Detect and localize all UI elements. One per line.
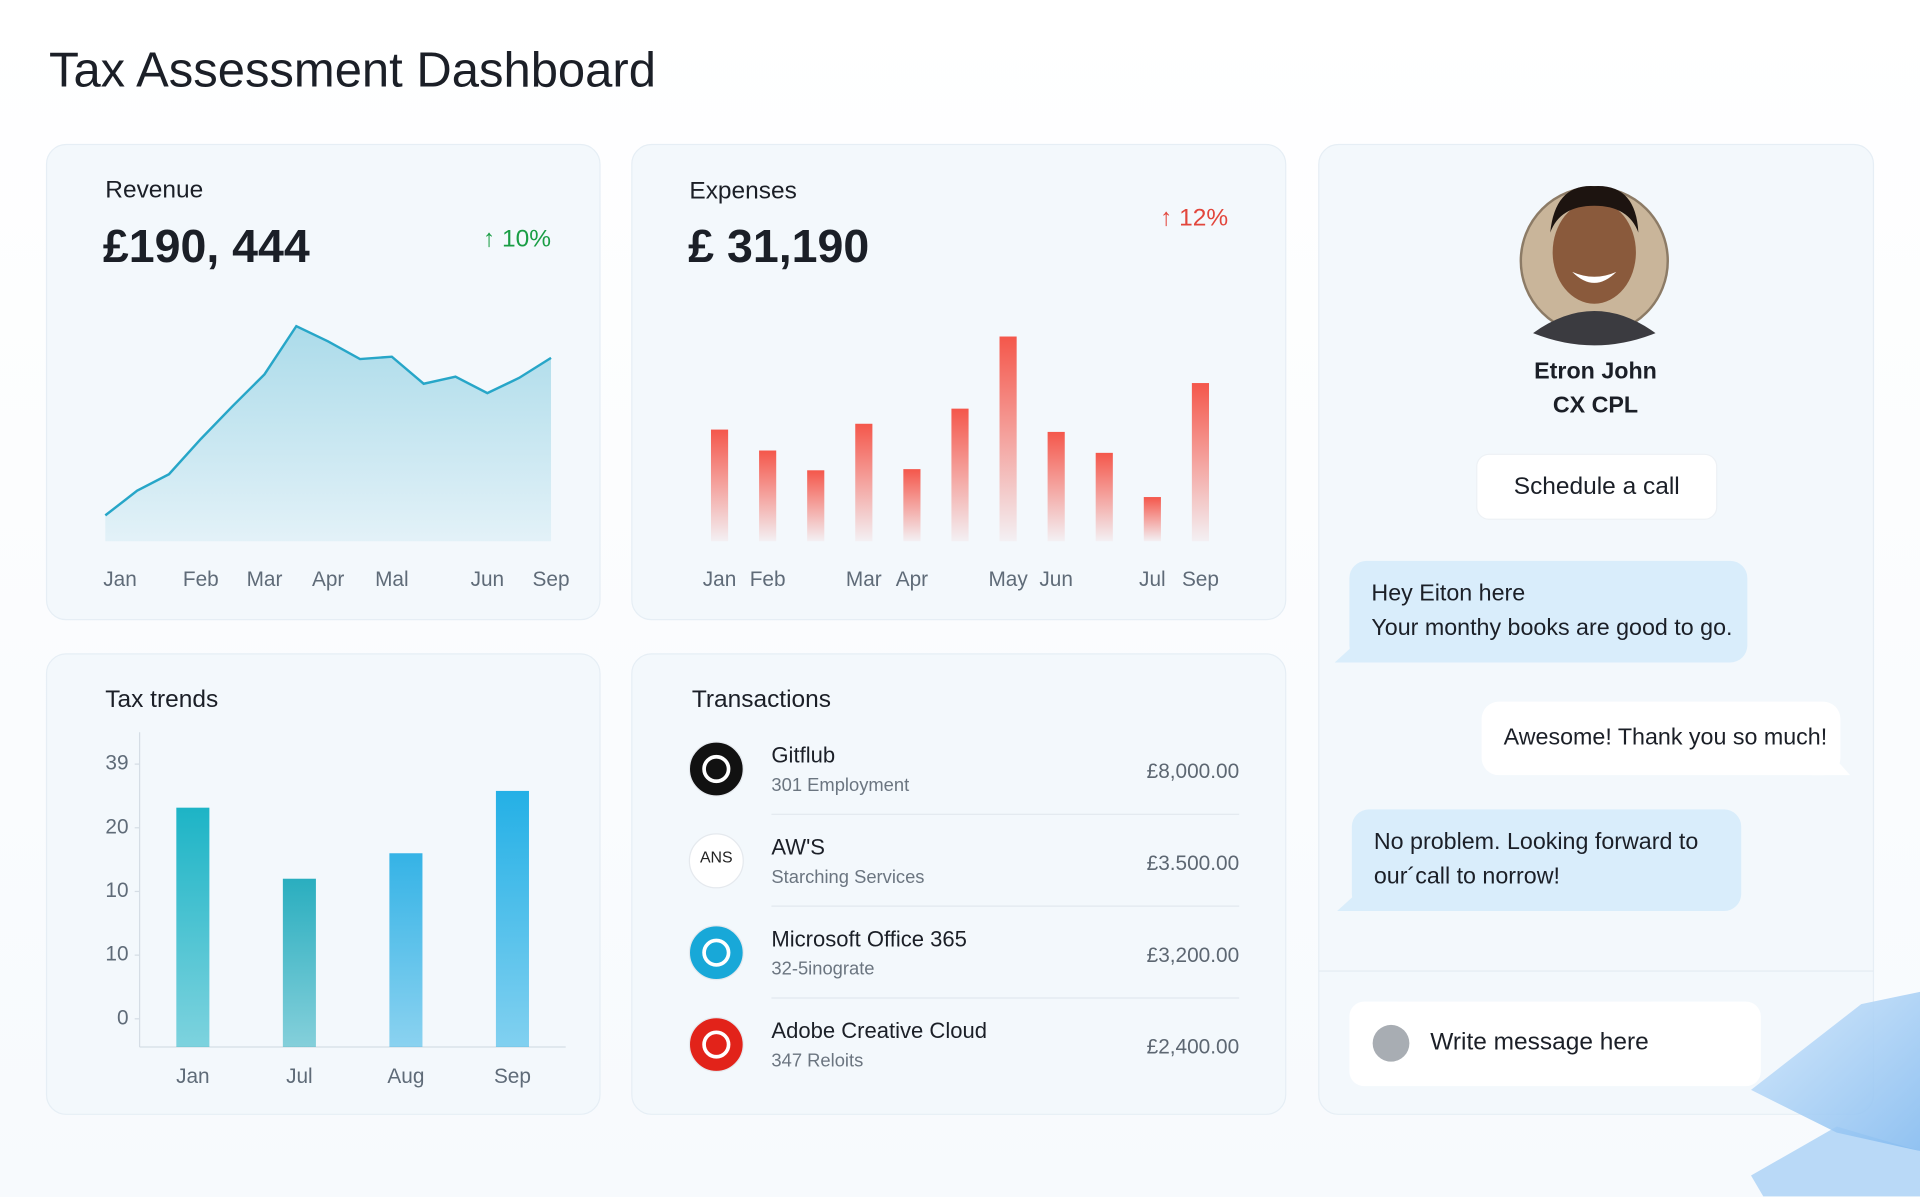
- y-tick-label: 39: [105, 752, 128, 775]
- bar: [389, 853, 423, 1047]
- x-tick-label: Sep: [494, 1065, 531, 1088]
- x-tick-label: Mal: [375, 568, 409, 591]
- bar: [1095, 452, 1113, 542]
- transaction-detail: 32-5inograte: [771, 958, 874, 979]
- kpi-value: £190, 444: [103, 220, 310, 272]
- contact-role: CX CPL: [1553, 392, 1638, 418]
- x-tick-label: Apr: [896, 568, 928, 591]
- kpi-change: ↑ 12%: [1160, 205, 1228, 232]
- transaction-name: Adobe Creative Cloud: [771, 1018, 987, 1043]
- chat-bubble: [1349, 560, 1748, 663]
- kpi-change: ↑ 10%: [483, 225, 551, 252]
- transaction-name: Microsoft Office 365: [771, 926, 967, 951]
- decoration: [1751, 991, 1920, 1197]
- x-tick-label: Jul: [286, 1065, 313, 1088]
- revenue-area: [105, 326, 552, 542]
- expenses-card: [631, 143, 1287, 621]
- bar: [495, 790, 529, 1047]
- contact-name: Etron John: [1534, 357, 1657, 383]
- y-tick-label: 10: [105, 879, 128, 902]
- x-tick-label: Sep: [1182, 568, 1219, 591]
- icon-glyph: [702, 938, 731, 967]
- bar: [176, 807, 210, 1047]
- x-tick-label: Mar: [247, 568, 283, 591]
- avatar: [1519, 186, 1669, 346]
- x-tick-label: Jun: [471, 568, 505, 591]
- transaction-name: AW'S: [771, 834, 825, 859]
- bar: [282, 878, 316, 1047]
- y-tick-label: 0: [117, 1006, 129, 1029]
- card-title: Revenue: [105, 177, 203, 204]
- chat-text: Awesome! Thank you so much!: [1504, 724, 1828, 750]
- x-tick-label: Jan: [703, 568, 737, 591]
- bar: [807, 470, 825, 542]
- x-tick-label: Jan: [176, 1065, 210, 1088]
- transaction-icon: [688, 925, 744, 981]
- transaction-icon: [688, 833, 744, 889]
- message-placeholder[interactable]: Write message here: [1430, 1029, 1649, 1056]
- icon-text: ANS: [700, 850, 733, 867]
- x-tick-label: Sep: [533, 568, 570, 591]
- page-title: Tax Assessment Dashboard: [49, 43, 656, 97]
- bar: [999, 336, 1017, 542]
- bar: [855, 423, 873, 542]
- transaction-amount: £8,000.00: [1147, 760, 1240, 783]
- bar: [903, 469, 921, 542]
- transaction-icon: [688, 1016, 744, 1073]
- x-tick-label: Mar: [846, 568, 882, 591]
- bar: [1191, 383, 1210, 542]
- transaction-detail: 347 Reloits: [771, 1050, 863, 1071]
- transaction-detail: 301 Employment: [771, 774, 909, 795]
- schedule-button-label[interactable]: Schedule a call: [1514, 473, 1680, 500]
- icon-glyph: [702, 754, 731, 784]
- chat-text: Your monthy books are good to go.: [1371, 614, 1732, 640]
- x-tick-label: Jan: [103, 568, 137, 591]
- transaction-detail: Starching Services: [771, 866, 924, 887]
- y-tick-label: 20: [105, 815, 128, 838]
- card-title: Expenses: [689, 178, 796, 205]
- chat-bubble: [1351, 809, 1742, 912]
- transaction-amount: £2,400.00: [1147, 1036, 1240, 1059]
- transaction-name: Gitflub: [771, 743, 835, 768]
- x-tick-label: Jul: [1139, 568, 1166, 591]
- x-tick-label: Jun: [1039, 568, 1073, 591]
- card-title: Tax trends: [105, 686, 218, 713]
- bar: [1143, 497, 1161, 542]
- schedule-button[interactable]: [1476, 453, 1718, 520]
- chat-text: Hey Eiton here: [1371, 580, 1525, 606]
- transaction-amount: £3.500.00: [1147, 852, 1240, 875]
- y-tick-label: 10: [105, 943, 128, 966]
- bar: [951, 408, 969, 542]
- bar: [759, 450, 777, 542]
- chat-text: our´call to norrow!: [1374, 863, 1560, 889]
- kpi-value: £ 31,190: [688, 220, 869, 272]
- x-tick-label: Feb: [183, 568, 219, 591]
- bar: [1047, 431, 1065, 542]
- bar: [710, 429, 729, 542]
- transaction-icon: [688, 741, 744, 797]
- revenue-line: [104, 324, 552, 517]
- x-tick-label: Apr: [312, 568, 344, 591]
- chat-bubble: [1481, 701, 1841, 776]
- card-title: Transactions: [692, 686, 831, 713]
- message-input[interactable]: [1349, 1001, 1761, 1087]
- icon-glyph: [702, 1030, 731, 1059]
- x-tick-label: Aug: [387, 1065, 424, 1088]
- x-tick-label: Feb: [750, 568, 786, 591]
- transaction-amount: £3,200.00: [1147, 944, 1240, 967]
- x-tick-label: May: [988, 568, 1028, 591]
- chat-text: No problem. Looking forward to: [1374, 828, 1698, 854]
- input-icon[interactable]: [1372, 1024, 1410, 1062]
- transactions-card: [631, 653, 1287, 1115]
